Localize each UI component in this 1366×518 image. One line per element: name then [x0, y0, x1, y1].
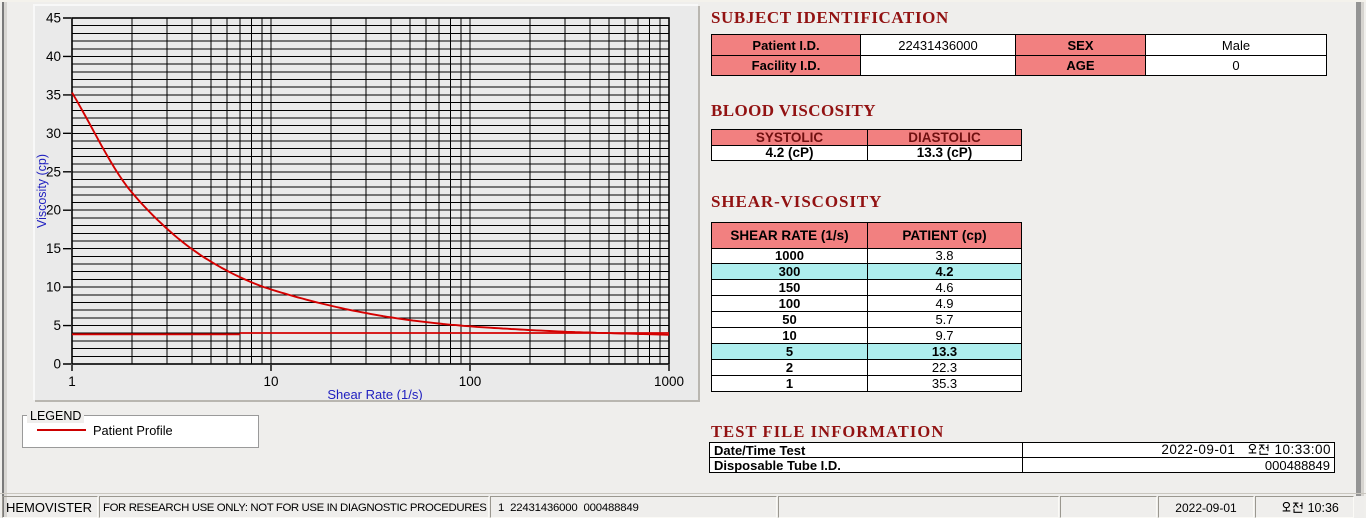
- svg-text:5: 5: [53, 318, 61, 333]
- svg-text:30: 30: [46, 126, 61, 141]
- svg-text:0: 0: [53, 357, 61, 372]
- svg-text:40: 40: [46, 49, 61, 64]
- svg-text:35: 35: [46, 87, 61, 102]
- svg-text:10: 10: [263, 374, 278, 389]
- svg-text:Shear Rate (1/s): Shear Rate (1/s): [327, 387, 422, 400]
- svg-text:100: 100: [459, 374, 482, 389]
- svg-text:45: 45: [46, 11, 61, 26]
- svg-text:10: 10: [46, 280, 61, 295]
- svg-text:1: 1: [68, 374, 76, 389]
- svg-text:20: 20: [46, 203, 61, 218]
- svg-text:1000: 1000: [654, 374, 684, 389]
- svg-text:15: 15: [46, 241, 61, 256]
- svg-text:25: 25: [46, 164, 61, 179]
- svg-text:Viscosity (cp): Viscosity (cp): [35, 154, 49, 228]
